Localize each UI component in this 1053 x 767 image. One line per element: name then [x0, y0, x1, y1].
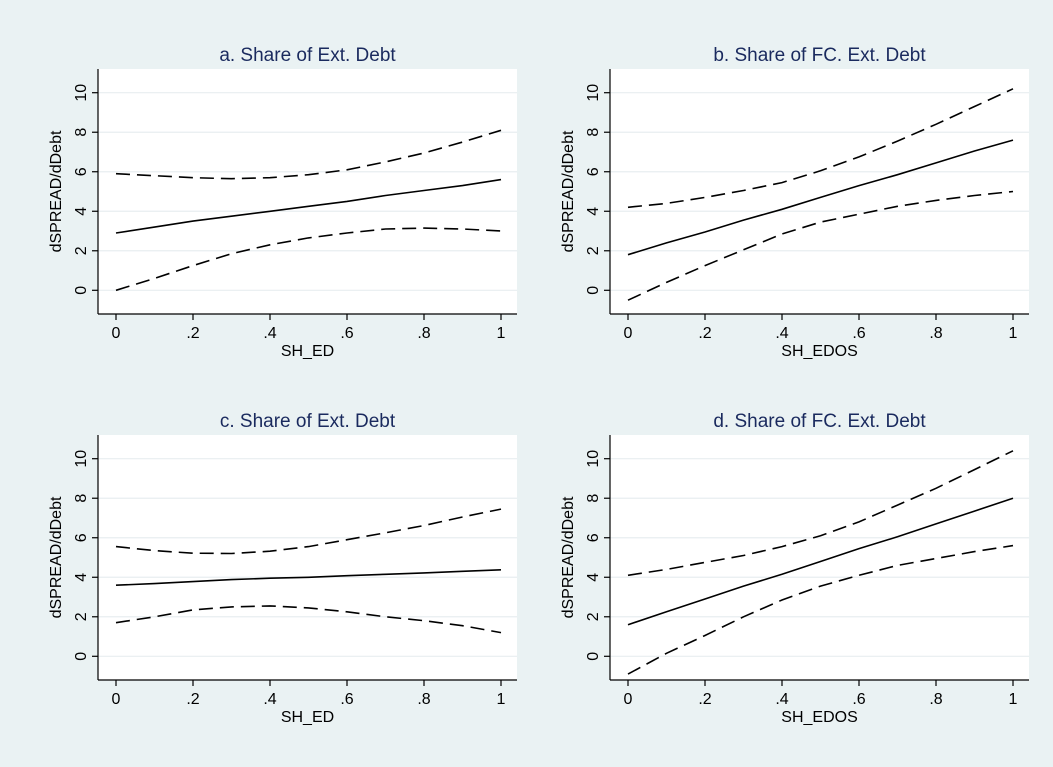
- panel-a: 0 2 4 6 8 10 0 .2 .4 .6 .8 1 a. Share of Ext. Debt SH…: [48, 45, 517, 360]
- y-tick-label-b-5: 10: [585, 84, 602, 102]
- y-tick-label-c-0: 0: [73, 652, 90, 661]
- y-axis-title-d: dSPREAD/dDebt: [560, 496, 577, 618]
- y-tick-label-d-4: 8: [585, 494, 602, 503]
- x-axis-title-d: SH_EDOS: [781, 709, 857, 726]
- y-tick-label-a-1: 2: [73, 246, 90, 255]
- y-tick-label-d-0: 0: [585, 652, 602, 661]
- y-tick-label-c-2: 4: [73, 573, 90, 582]
- y-tick-label-b-3: 6: [585, 167, 602, 176]
- panel-title-a: a. Share of Ext. Debt: [219, 45, 396, 66]
- plot-area-c: [98, 435, 517, 680]
- x-axis-title-a: SH_ED: [281, 343, 334, 360]
- series-line-c-lower-band: [115, 605, 502, 634]
- series-line-c-estimate: [115, 569, 502, 586]
- series-line-d-lower-band: [627, 544, 1014, 675]
- series-line-b-lower-band: [627, 190, 1014, 301]
- x-tick-label-b-0: 0: [624, 325, 633, 342]
- series-line-b-estimate: [627, 139, 1014, 256]
- x-tick-label-b-2: .4: [775, 325, 788, 342]
- x-tick-label-b-3: .6: [852, 325, 865, 342]
- panel-title-b: b. Share of FC. Ext. Debt: [713, 45, 926, 66]
- series-line-d-estimate: [627, 497, 1014, 626]
- y-tick-label-b-1: 2: [585, 246, 602, 255]
- x-tick-label-a-1: .2: [186, 325, 199, 342]
- y-tick-label-c-5: 10: [73, 450, 90, 468]
- y-tick-label-d-1: 2: [585, 612, 602, 621]
- y-tick-label-d-3: 6: [585, 533, 602, 542]
- panel-title-d: d. Share of FC. Ext. Debt: [713, 411, 926, 432]
- x-tick-label-c-4: .8: [417, 691, 430, 708]
- x-tick-label-b-5: 1: [1009, 325, 1018, 342]
- x-tick-label-b-4: .8: [929, 325, 942, 342]
- y-tick-label-a-4: 8: [73, 128, 90, 137]
- y-tick-label-d-5: 10: [585, 450, 602, 468]
- x-tick-label-b-1: .2: [698, 325, 711, 342]
- y-axis-title-c: dSPREAD/dDebt: [48, 496, 65, 618]
- y-axis-title-b: dSPREAD/dDebt: [560, 130, 577, 252]
- x-tick-label-c-2: .4: [263, 691, 276, 708]
- x-axis-title-b: SH_EDOS: [781, 343, 857, 360]
- x-tick-label-c-0: 0: [112, 691, 121, 708]
- x-tick-label-d-2: .4: [775, 691, 788, 708]
- plot-area-a: [98, 69, 517, 314]
- x-tick-label-d-0: 0: [624, 691, 633, 708]
- series-line-a-lower-band: [115, 227, 502, 292]
- y-tick-label-a-0: 0: [73, 286, 90, 295]
- x-tick-label-c-5: 1: [497, 691, 506, 708]
- series-line-c-upper-band: [115, 508, 502, 555]
- y-tick-label-a-3: 6: [73, 167, 90, 176]
- series-line-a-estimate: [115, 178, 502, 234]
- y-tick-label-d-2: 4: [585, 573, 602, 582]
- x-tick-label-d-4: .8: [929, 691, 942, 708]
- y-tick-label-b-4: 8: [585, 128, 602, 137]
- x-tick-label-c-3: .6: [340, 691, 353, 708]
- x-tick-label-a-4: .8: [417, 325, 430, 342]
- plot-area-d: [610, 435, 1029, 680]
- y-tick-label-a-2: 4: [73, 207, 90, 216]
- plot-area-b: [610, 69, 1029, 314]
- y-tick-label-c-4: 8: [73, 494, 90, 503]
- x-tick-label-a-3: .6: [340, 325, 353, 342]
- x-tick-label-a-2: .4: [263, 325, 276, 342]
- panel-c: 0 2 4 6 8 10 0 .2 .4 .6 .8 1 c. Share of Ext. Debt SH…: [48, 411, 517, 726]
- y-axis-title-a: dSPREAD/dDebt: [48, 130, 65, 252]
- x-tick-label-d-3: .6: [852, 691, 865, 708]
- y-tick-label-c-1: 2: [73, 612, 90, 621]
- series-line-b-upper-band: [627, 88, 1014, 209]
- y-tick-label-c-3: 6: [73, 533, 90, 542]
- x-axis-title-c: SH_ED: [281, 709, 334, 726]
- series-line-a-upper-band: [115, 129, 502, 180]
- x-tick-label-a-5: 1: [497, 325, 506, 342]
- y-tick-label-b-2: 4: [585, 207, 602, 216]
- y-tick-label-b-0: 0: [585, 286, 602, 295]
- panel-d: 0 2 4 6 8 10 0 .2 .4 .6 .8 1 d. Share of FC. Ext. De…: [560, 411, 1029, 726]
- series-line-d-upper-band: [627, 450, 1014, 577]
- y-tick-label-a-5: 10: [73, 84, 90, 102]
- x-tick-label-d-5: 1: [1009, 691, 1018, 708]
- x-tick-label-a-0: 0: [112, 325, 121, 342]
- panel-title-c: c. Share of Ext. Debt: [220, 411, 396, 432]
- x-tick-label-c-1: .2: [186, 691, 199, 708]
- panel-b: 0 2 4 6 8 10 0 .2 .4 .6 .8 1 b. Share of FC. Ext. De…: [560, 45, 1029, 360]
- x-tick-label-d-1: .2: [698, 691, 711, 708]
